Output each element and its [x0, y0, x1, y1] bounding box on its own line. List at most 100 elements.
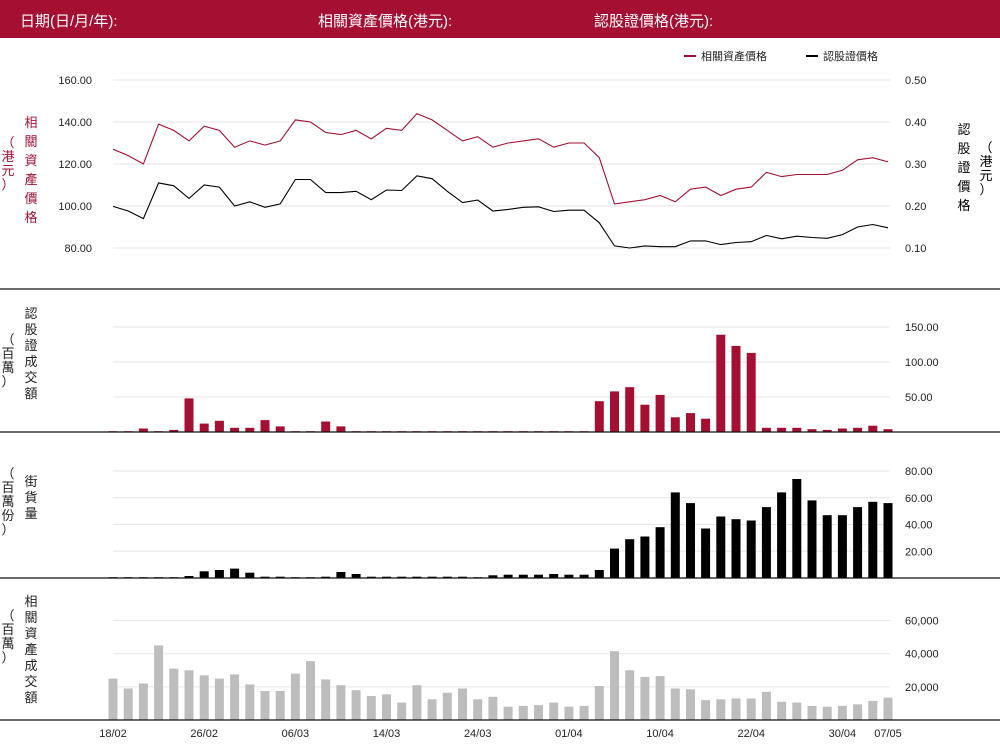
underlying-turnover-y-label-char: 交: [24, 674, 37, 689]
outstanding-y-tick: 20.00: [905, 546, 933, 558]
underlying-turnover-bar: [503, 706, 513, 720]
y-left-tick: 160.00: [58, 75, 92, 87]
grid-lines: [113, 79, 890, 688]
underlying-turnover-bar: [321, 679, 331, 720]
warrant-turnover-y-label-char: 證: [24, 338, 37, 353]
warrant-turnover-y-unit-char: （: [1, 332, 14, 347]
y-left-label-char: 關: [24, 134, 37, 149]
underlying-turnover-bar: [716, 699, 726, 720]
y-left-tick: 80.00: [64, 243, 92, 255]
underlying-turnover-y-label-char: 資: [24, 626, 37, 641]
warrant-turnover-bar: [792, 427, 802, 432]
warrant-turnover-bar: [610, 391, 619, 432]
outstanding-y-unit-char: 百: [1, 480, 14, 495]
outstanding-bar: [853, 507, 863, 578]
underlying-turnover-bar: [549, 702, 559, 720]
outstanding-bar: [412, 576, 422, 578]
underlying-turnover-bar: [214, 678, 224, 720]
underlying-turnover-bar: [336, 685, 346, 720]
underlying-turnover-bar: [807, 705, 817, 720]
warrant-turnover-bar: [275, 426, 285, 432]
underlying-turnover-bar: [518, 705, 528, 720]
underlying-turnover-bar: [670, 688, 680, 720]
underlying-turnover-bar: [473, 699, 483, 720]
warrant-turnover-y-tick: 50.00: [905, 392, 933, 404]
y-right-tick: 0.50: [905, 75, 926, 87]
warrant-turnover-bar: [731, 345, 741, 432]
warrant-turnover-bar: [807, 429, 817, 432]
underlying-turnover-bar: [184, 670, 194, 720]
outstanding-bar: [594, 570, 604, 578]
outstanding-bar: [655, 527, 665, 578]
outstanding-bar: [336, 572, 346, 578]
warrant-turnover-bar: [883, 429, 893, 432]
y-left-label-char: 產: [24, 172, 37, 187]
outstanding-bar: [245, 572, 255, 578]
underlying-turnover-bar: [427, 699, 437, 720]
underlying-turnover-bar: [579, 705, 589, 720]
y-right-label-char: 價: [957, 179, 970, 194]
warrant-turnover-bar: [169, 429, 179, 432]
warrant-turnover-y-label-char: 成: [24, 354, 37, 369]
outstanding-bar: [458, 576, 467, 578]
warrant-turnover-bar: [716, 334, 726, 432]
y-left-unit-char: ）: [1, 177, 14, 192]
warrant-turnover-bar: [184, 398, 194, 432]
x-tick-label: 06/03: [282, 728, 310, 740]
y-left-unit-char: 港: [1, 149, 14, 164]
underlying-turnover-bar: [822, 706, 832, 720]
y-right-unit-char: （: [979, 140, 992, 155]
x-tick-label: 14/03: [373, 728, 401, 740]
outstanding-bar: [230, 568, 240, 578]
underlying-turnover-bar: [351, 690, 361, 720]
y-left-label-char: 格: [24, 210, 37, 225]
underlying-turnover-bar: [245, 684, 255, 720]
underlying-turnover-bar: [625, 670, 635, 720]
x-tick-label: 22/04: [737, 728, 765, 740]
y-right-tick: 0.20: [905, 201, 926, 213]
warrant-price-label: 認股證價格(港元):: [594, 13, 714, 30]
underlying-turnover-bar: [686, 689, 695, 720]
underlying-turnover-y-unit-char: 萬: [1, 636, 14, 651]
outstanding-y-tick: 60.00: [905, 493, 933, 505]
underlying-turnover-bar: [701, 700, 711, 720]
y-right-label-char: 格: [957, 198, 970, 213]
warrant-turnover-y-label-char: 額: [24, 386, 37, 401]
outstanding-bar: [427, 576, 437, 578]
underlying-turnover-bar: [610, 651, 619, 720]
underlying-turnover-y-tick: 60,000: [905, 616, 939, 628]
outstanding-bar: [761, 507, 771, 578]
x-tick-label: 24/03: [464, 728, 492, 740]
warrant-turnover-bar: [701, 418, 711, 432]
legend-underlying-label: 相關資產價格: [701, 49, 767, 63]
outstanding-bar: [321, 576, 331, 578]
underlying-turnover-bar: [154, 645, 164, 720]
outstanding-bar: [807, 500, 817, 578]
outstanding-bar: [366, 576, 376, 578]
underlying-turnover-bar: [138, 683, 148, 720]
outstanding-y-unit-char: （: [1, 466, 14, 481]
underlying-turnover-bar: [275, 691, 285, 720]
warrant-turnover-bar: [245, 427, 255, 432]
outstanding-y-unit-char: 份: [1, 508, 14, 523]
underlying-turnover-bar: [442, 692, 452, 720]
underlying-turnover-bar: [230, 674, 240, 720]
underlying-turnover-bar: [366, 696, 376, 720]
y-left-unit-char: （: [1, 135, 14, 150]
outstanding-bar: [868, 501, 878, 578]
warrant-turnover-bar: [761, 427, 771, 432]
underlying-turnover-bar: [731, 698, 741, 720]
outstanding-bar: [442, 576, 452, 578]
underlying-turnover-bar: [306, 661, 315, 720]
underlying-turnover-y-label-char: 產: [24, 642, 37, 657]
outstanding-bar: [716, 516, 726, 578]
header-bar: 日期(日/月/年): 相關資產價格(港元): 認股證價格(港元):: [0, 0, 1000, 38]
y-right-tick: 0.10: [905, 243, 926, 255]
panel-dividers: [0, 288, 1000, 721]
underlying-price-line: [112, 112, 889, 205]
warrant-turnover-bar: [686, 413, 695, 432]
date-label: 日期(日/月/年):: [20, 13, 118, 30]
underlying-turnover-bar: [761, 691, 771, 720]
underlying-turnover-bar: [488, 696, 498, 720]
legend-warrant-label: 認股證價格: [823, 49, 878, 63]
